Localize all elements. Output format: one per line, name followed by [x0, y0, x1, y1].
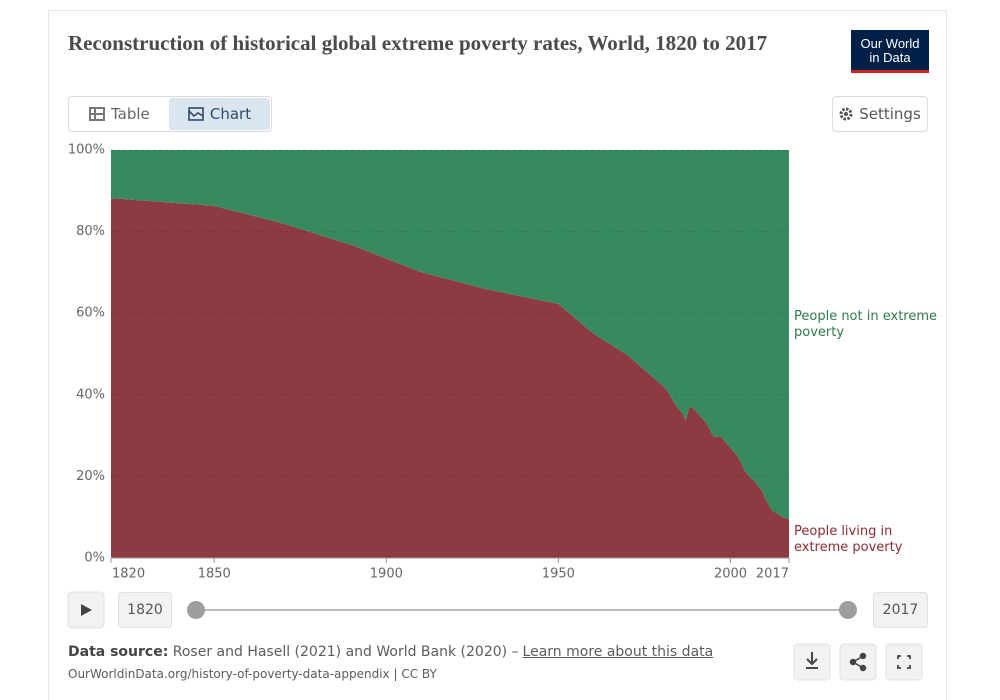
- tab-label: Chart: [209, 105, 252, 123]
- source-text: Roser and Hasell (2021) and World Bank (…: [172, 644, 519, 660]
- area: [111, 198, 789, 559]
- timeline-end-label: 2017: [882, 602, 919, 618]
- series-label: People not in extreme poverty: [794, 308, 938, 340]
- timeline-end[interactable]: 2017: [873, 592, 928, 628]
- area: [111, 150, 789, 520]
- series-label: People living in extreme poverty: [794, 524, 903, 555]
- x-tick-label: 1950: [542, 567, 575, 582]
- share-icon: [849, 652, 867, 672]
- timeline-start[interactable]: 1820: [118, 592, 172, 628]
- y-tick-label: 0%: [84, 551, 105, 566]
- source: Data source: Roser and Hasell (2021) and…: [68, 644, 713, 660]
- logo-line: Our World: [860, 36, 920, 51]
- y-tick-label: 20%: [76, 469, 105, 484]
- fullscreen-button[interactable]: [885, 643, 923, 681]
- tab-label: Table: [111, 105, 150, 123]
- y-tick-label: 40%: [76, 387, 105, 402]
- source-url: OurWorldinData.org/history-of-poverty-da…: [68, 667, 437, 681]
- icon: [839, 107, 853, 121]
- tab[interactable]: Chart: [169, 98, 270, 130]
- y-tick-label: 100%: [68, 143, 105, 158]
- download-icon: [806, 652, 818, 669]
- x-tick-label: 2017: [756, 567, 789, 582]
- x-tick-label: 2000: [714, 567, 747, 582]
- icon: [188, 107, 204, 121]
- settings-button[interactable]: Settings: [832, 96, 928, 132]
- timeline-handle[interactable]: [187, 601, 205, 619]
- logo[interactable]: Our World in Data: [851, 30, 929, 73]
- icon: [89, 107, 105, 121]
- tab[interactable]: Table: [89, 99, 150, 129]
- y-tick-label: 80%: [76, 224, 105, 239]
- settings-label: Settings: [859, 105, 921, 123]
- y-tick-label: 60%: [76, 306, 105, 321]
- x-tick-label: 1850: [198, 567, 231, 582]
- play-icon: [81, 604, 92, 616]
- source-label: Data source:: [68, 644, 169, 660]
- timeline-start-label: 1820: [127, 602, 163, 618]
- plot-area: 0% 20% 40% 60% 80% 100% 1820 1850 1900 1950 2000 20…: [68, 143, 790, 582]
- card: [48, 10, 947, 700]
- share-button[interactable]: [839, 643, 877, 681]
- title: Reconstruction of historical global extr…: [68, 31, 768, 55]
- source-link[interactable]: Learn more about this data: [522, 644, 714, 660]
- tab-bar: Table Chart: [68, 96, 272, 132]
- x-tick-label: 1820: [112, 567, 145, 582]
- x-tick-label: 1900: [370, 567, 403, 582]
- logo-line: in Data: [869, 50, 911, 65]
- fullscreen-icon: [897, 655, 911, 669]
- timeline-handle[interactable]: [839, 601, 857, 619]
